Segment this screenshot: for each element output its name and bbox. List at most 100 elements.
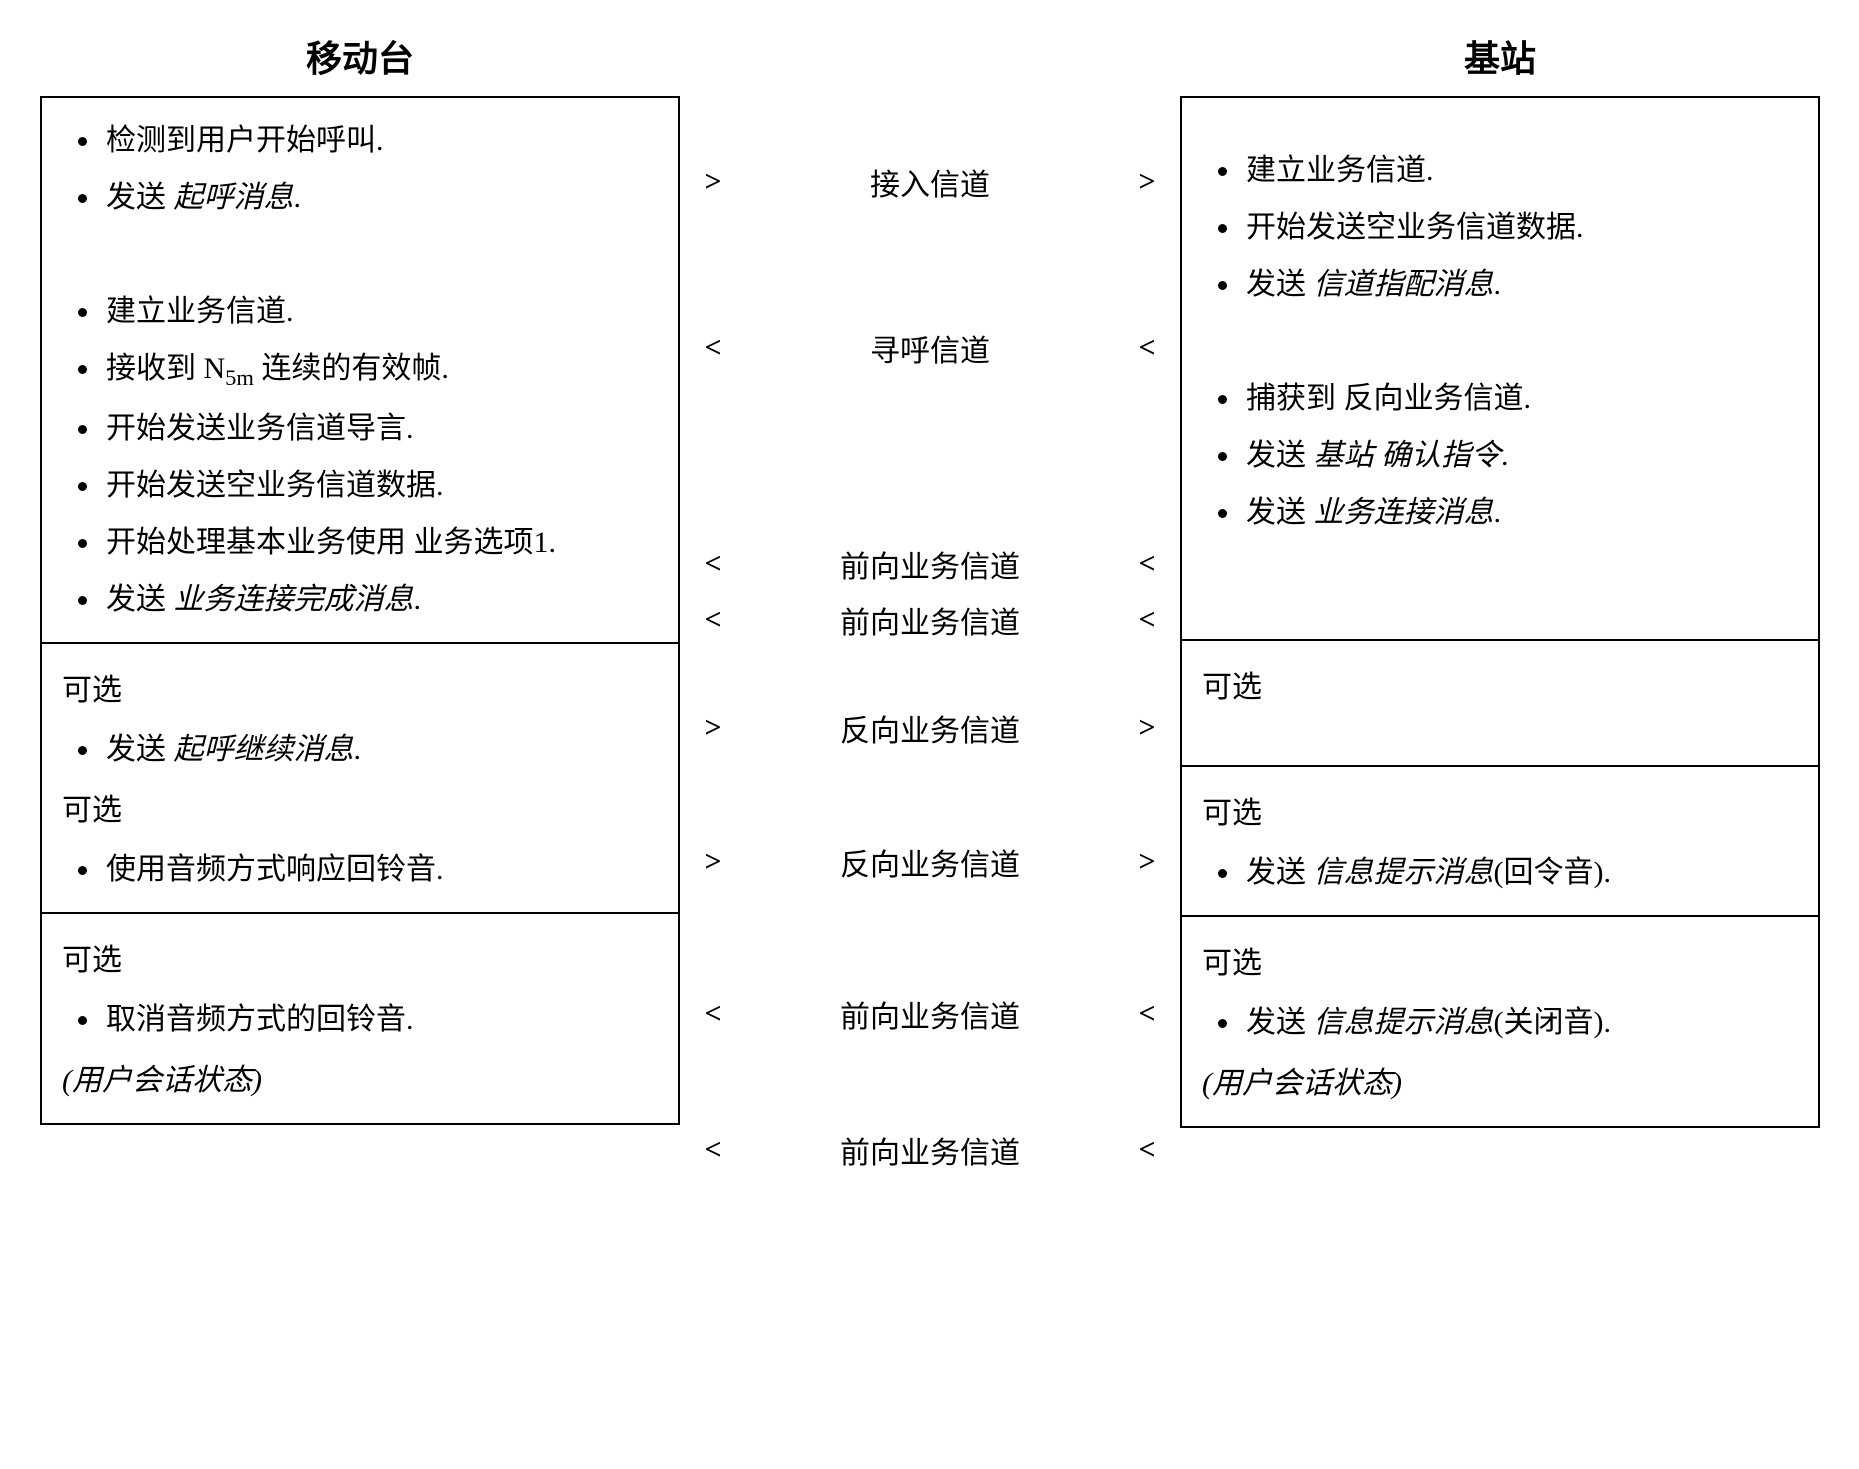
channel-label: 前向业务信道 bbox=[728, 1128, 1132, 1172]
text: . bbox=[1494, 496, 1502, 529]
msg-name: 信道指配消息 bbox=[1314, 268, 1494, 301]
sequence-diagram: 移动台 基站 检测到用户开始呼叫. 发送 起呼消息. 建立业务信道. 接收到 N… bbox=[40, 30, 1820, 1178]
arrow-left-icon: < bbox=[1132, 547, 1162, 581]
header-spacer bbox=[680, 30, 1180, 82]
arrow-left-icon: < bbox=[698, 331, 728, 365]
channel-label: 反向业务信道 bbox=[728, 706, 1132, 750]
channel-label: 前向业务信道 bbox=[728, 542, 1132, 586]
optional-label: 可选 bbox=[1202, 935, 1800, 992]
bs-item-channel-assign: 发送 信道指配消息. bbox=[1242, 256, 1800, 313]
optional-label: 可选 bbox=[1202, 785, 1800, 842]
arrow-left-icon: < bbox=[698, 547, 728, 581]
channel-fwd-traffic: < 前向业务信道 < bbox=[680, 1122, 1180, 1178]
optional-label: 可选 bbox=[62, 662, 660, 719]
channel-label: 接入信道 bbox=[728, 160, 1132, 204]
channel-access: > 接入信道 > bbox=[680, 154, 1180, 210]
arrow-left-icon: < bbox=[1132, 331, 1162, 365]
bs-item-service-connect: 发送 业务连接消息. bbox=[1242, 484, 1800, 541]
text: (回令音). bbox=[1494, 856, 1611, 889]
arrow-right-icon: > bbox=[1132, 711, 1162, 745]
mobile-box-optional-2: 可选 取消音频方式的回铃音. (用户会话状态) bbox=[40, 912, 680, 1125]
mobile-box-main: 检测到用户开始呼叫. 发送 起呼消息. 建立业务信道. 接收到 N5m 连续的有… bbox=[40, 96, 680, 642]
arrow-left-icon: < bbox=[1132, 1133, 1162, 1167]
mobile-box-optional-1: 可选 发送 起呼继续消息. 可选 使用音频方式响应回铃音. bbox=[40, 642, 680, 912]
arrow-right-icon: > bbox=[1132, 845, 1162, 879]
msg-name: 起呼继续消息 bbox=[174, 733, 354, 766]
msg-name: 信息提示消息 bbox=[1314, 1006, 1494, 1039]
text: . bbox=[1501, 439, 1509, 472]
channel-fwd-traffic: < 前向业务信道 < bbox=[680, 536, 1180, 592]
text: 连续的有效帧. bbox=[254, 352, 449, 385]
state-label: (用户会话状态) bbox=[1202, 1055, 1800, 1112]
arrow-left-icon: < bbox=[1132, 997, 1162, 1031]
channel-label: 反向业务信道 bbox=[728, 840, 1132, 884]
arrow-right-icon: > bbox=[698, 165, 728, 199]
channel-fwd-traffic: < 前向业务信道 < bbox=[680, 986, 1180, 1042]
ms-item-ringback-audio: 使用音频方式响应回铃音. bbox=[102, 841, 660, 898]
text: 接收到 N bbox=[106, 352, 225, 385]
arrow-left-icon: < bbox=[698, 603, 728, 637]
ms-item-origination: 发送 起呼消息. bbox=[102, 169, 660, 226]
bs-item-alert-off: 发送 信息提示消息(关闭音). bbox=[1242, 994, 1800, 1051]
bs-box-optional-1: 可选 bbox=[1180, 639, 1820, 765]
arrow-left-icon: < bbox=[1132, 603, 1162, 637]
msg-name: 业务连接消息 bbox=[1314, 496, 1494, 529]
ms-item-service-opt: 开始处理基本业务使用 业务选项1. bbox=[102, 514, 660, 571]
bs-box-optional-3: 可选 发送 信息提示消息(关闭音). (用户会话状态) bbox=[1180, 915, 1820, 1128]
msg-name: 起呼消息 bbox=[174, 181, 294, 214]
column-headers: 移动台 基站 bbox=[40, 30, 1820, 82]
channel-paging: < 寻呼信道 < bbox=[680, 320, 1180, 376]
ms-item-setup-traffic: 建立业务信道. bbox=[102, 283, 660, 340]
text: (关闭音). bbox=[1494, 1006, 1611, 1039]
ms-item-null-data: 开始发送空业务信道数据. bbox=[102, 457, 660, 514]
channel-label: 前向业务信道 bbox=[728, 598, 1132, 642]
text: 发送 bbox=[1246, 268, 1314, 301]
subscript: 5m bbox=[225, 365, 254, 390]
arrow-left-icon: < bbox=[698, 1133, 728, 1167]
bs-item-alert-ringback: 发送 信息提示消息(回令音). bbox=[1242, 844, 1800, 901]
text: . bbox=[1494, 268, 1502, 301]
text: 发送 bbox=[1246, 496, 1314, 529]
channel-label: 寻呼信道 bbox=[728, 326, 1132, 370]
bs-box-optional-2: 可选 发送 信息提示消息(回令音). bbox=[1180, 765, 1820, 915]
bs-item-setup-traffic: 建立业务信道. bbox=[1242, 142, 1800, 199]
ms-item-preamble: 开始发送业务信道导言. bbox=[102, 400, 660, 457]
channel-fwd-traffic: < 前向业务信道 < bbox=[680, 592, 1180, 648]
state-label: (用户会话状态) bbox=[62, 1052, 660, 1109]
columns: 检测到用户开始呼叫. 发送 起呼消息. 建立业务信道. 接收到 N5m 连续的有… bbox=[40, 96, 1820, 1178]
text: 发送 bbox=[106, 583, 174, 616]
channel-rev-traffic: > 反向业务信道 > bbox=[680, 700, 1180, 756]
optional-label: 可选 bbox=[62, 782, 660, 839]
text: 发送 bbox=[106, 733, 174, 766]
ms-item-n5m: 接收到 N5m 连续的有效帧. bbox=[102, 340, 660, 400]
header-base: 基站 bbox=[1180, 30, 1820, 82]
text: . bbox=[294, 181, 302, 214]
msg-name: 业务连接完成消息 bbox=[174, 583, 414, 616]
bs-item-acquire-rev: 捕获到 反向业务信道. bbox=[1242, 370, 1800, 427]
arrow-right-icon: > bbox=[698, 845, 728, 879]
bs-box-main: 建立业务信道. 开始发送空业务信道数据. 发送 信道指配消息. 捕获到 反向业务… bbox=[1180, 96, 1820, 639]
channel-column: > 接入信道 > < 寻呼信道 < < 前向业务信道 < < 前向业务信道 < bbox=[680, 96, 1180, 1178]
ms-item-orig-continue: 发送 起呼继续消息. bbox=[102, 721, 660, 778]
ms-item-connect-complete: 发送 业务连接完成消息. bbox=[102, 571, 660, 628]
channel-label: 前向业务信道 bbox=[728, 992, 1132, 1036]
ms-item-cancel-ringback: 取消音频方式的回铃音. bbox=[102, 991, 660, 1048]
base-station-column: 建立业务信道. 开始发送空业务信道数据. 发送 信道指配消息. 捕获到 反向业务… bbox=[1180, 96, 1820, 1178]
header-mobile: 移动台 bbox=[40, 30, 680, 82]
mobile-column: 检测到用户开始呼叫. 发送 起呼消息. 建立业务信道. 接收到 N5m 连续的有… bbox=[40, 96, 680, 1178]
text: 发送 bbox=[106, 181, 174, 214]
bs-item-null-data: 开始发送空业务信道数据. bbox=[1242, 199, 1800, 256]
text: . bbox=[354, 733, 362, 766]
arrow-left-icon: < bbox=[698, 997, 728, 1031]
optional-label: 可选 bbox=[62, 932, 660, 989]
msg-name: 基站 确认指令 bbox=[1314, 439, 1502, 472]
bs-item-ack-order: 发送 基站 确认指令. bbox=[1242, 427, 1800, 484]
text: 发送 bbox=[1246, 1006, 1314, 1039]
arrow-right-icon: > bbox=[698, 711, 728, 745]
text: 发送 bbox=[1246, 439, 1314, 472]
optional-label: 可选 bbox=[1202, 659, 1800, 716]
arrow-right-icon: > bbox=[1132, 165, 1162, 199]
text: . bbox=[414, 583, 422, 616]
channel-rev-traffic: > 反向业务信道 > bbox=[680, 834, 1180, 890]
text: 发送 bbox=[1246, 856, 1314, 889]
